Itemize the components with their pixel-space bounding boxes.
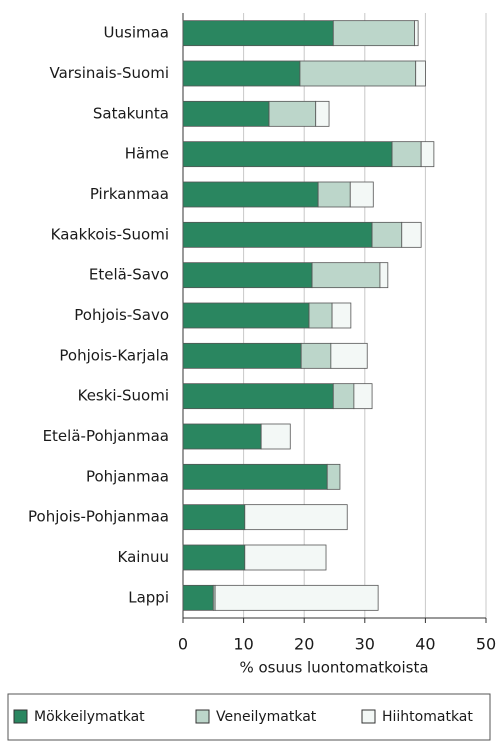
bar-segment — [182, 383, 334, 410]
bar-segment — [317, 181, 351, 208]
bar-segment — [182, 100, 270, 127]
bar-segment — [391, 141, 422, 168]
bar-segment — [315, 100, 330, 127]
y-tick-label: Etelä-Savo — [89, 266, 169, 284]
bar-segment — [300, 342, 332, 369]
bar-segment — [326, 463, 341, 490]
bar-segment — [415, 60, 426, 87]
bar-segment — [182, 342, 302, 369]
bar-segment — [353, 383, 373, 410]
bar-segment — [330, 342, 368, 369]
y-tick-label: Pohjois-Karjala — [59, 346, 169, 364]
bar-segment — [214, 584, 379, 611]
bar-segment — [244, 544, 327, 571]
y-tick-label: Uusimaa — [104, 24, 169, 42]
y-tick-label: Kainuu — [118, 548, 169, 566]
y-tick-label: Pirkanmaa — [90, 185, 169, 203]
bar-segment — [182, 584, 214, 611]
bar-segment — [299, 60, 417, 87]
y-tick-label: Keski-Suomi — [78, 387, 169, 405]
legend-label: Hiihtomatkat — [382, 709, 473, 725]
bar-segment — [414, 20, 419, 47]
bar-segment — [332, 20, 415, 47]
bar-segment — [182, 423, 262, 450]
bar-segment — [379, 262, 389, 289]
bar-segment — [182, 544, 246, 571]
y-tick-label: Pohjois-Pohjanmaa — [28, 508, 169, 526]
x-tick-label: 10 — [233, 635, 253, 654]
bar-segment — [331, 302, 352, 329]
x-tick-label: 0 — [178, 635, 188, 654]
bar-segment — [308, 302, 333, 329]
x-tick-label: 30 — [355, 635, 375, 654]
legend-box — [7, 693, 491, 741]
bar-segment — [311, 262, 381, 289]
x-axis-label: % osuus luontomatkoista — [239, 659, 428, 677]
bar-segment — [420, 141, 435, 168]
bar-segment — [268, 100, 317, 127]
bar-segment — [349, 181, 374, 208]
y-tick-label: Lappi — [128, 588, 169, 606]
y-tick-label: Varsinais-Suomi — [49, 64, 169, 82]
bar-segment — [371, 221, 403, 248]
y-tick-label: Pohjanmaa — [86, 467, 169, 485]
legend-swatch — [361, 709, 376, 724]
bar-segment — [182, 181, 319, 208]
x-tick-label: 40 — [415, 635, 435, 654]
y-tick-label: Kaakkois-Suomi — [51, 225, 169, 243]
bar-segment — [182, 302, 310, 329]
bar-segment — [182, 262, 313, 289]
bar-segment — [182, 463, 328, 490]
bar-segment — [244, 504, 348, 531]
y-tick-label: Häme — [125, 145, 169, 163]
legend-swatch — [13, 709, 28, 724]
legend-label: Mökkeilymatkat — [34, 709, 145, 725]
bar-segment — [182, 221, 373, 248]
bar-segment — [182, 141, 393, 168]
x-tick-label: 20 — [294, 635, 314, 654]
legend-label: Veneilymatkat — [216, 709, 317, 725]
bar-segment — [182, 60, 301, 87]
bar-segment — [260, 423, 291, 450]
bar-segment — [182, 504, 246, 531]
x-tick-label: 50 — [476, 635, 496, 654]
y-tick-label: Pohjois-Savo — [74, 306, 169, 324]
legend-swatch — [195, 709, 210, 724]
bar-segment — [332, 383, 355, 410]
bar-segment — [182, 20, 334, 47]
y-tick-label: Satakunta — [93, 104, 169, 122]
y-tick-label: Etelä-Pohjanmaa — [43, 427, 169, 445]
bar-segment — [401, 221, 422, 248]
